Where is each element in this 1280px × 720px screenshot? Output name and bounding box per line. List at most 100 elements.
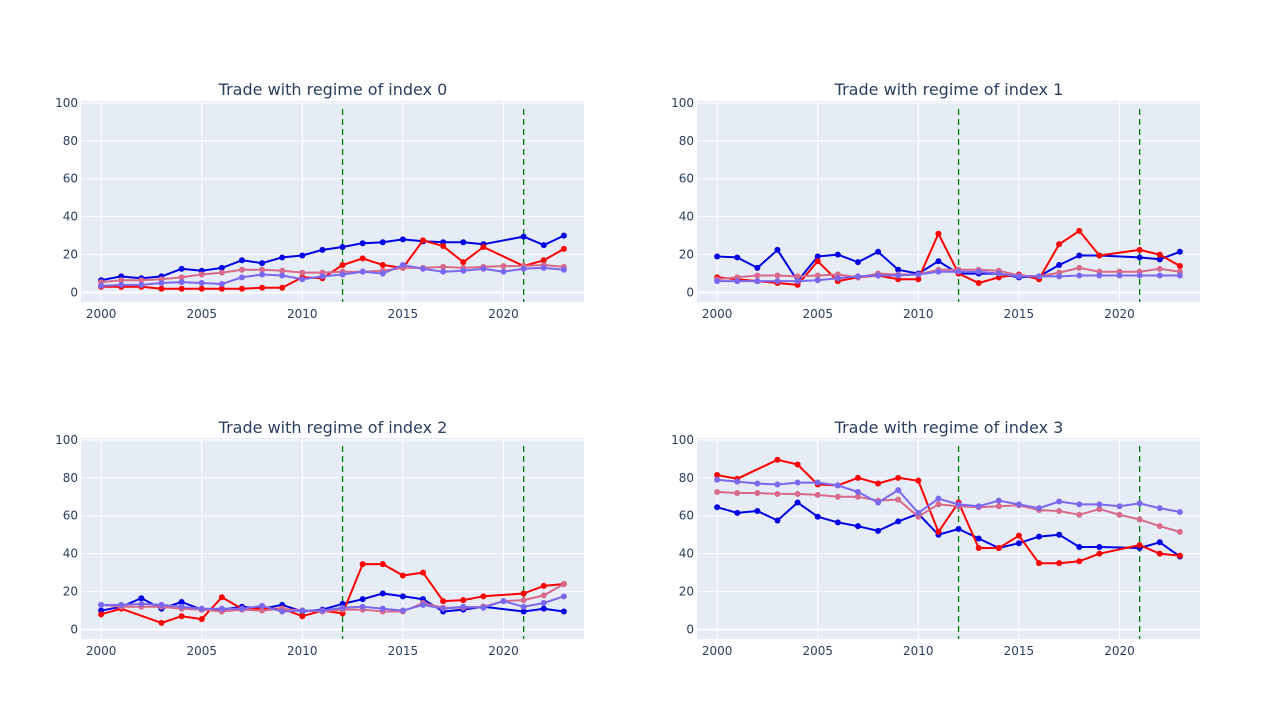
data-point: [158, 619, 165, 626]
data-point: [158, 280, 165, 287]
data-point: [1156, 272, 1163, 279]
data-point: [299, 276, 306, 283]
data-point: [754, 278, 761, 285]
data-point: [1076, 501, 1083, 508]
data-point: [875, 499, 882, 506]
data-point: [178, 603, 185, 610]
data-point: [774, 278, 781, 285]
subplot-index-1: Trade with regime of index 1 2000 2005 201…: [671, 80, 1200, 321]
data-point: [975, 503, 982, 510]
data-point: [1076, 252, 1083, 259]
data-point: [238, 274, 245, 281]
series-line: [716, 458, 1180, 565]
data-point: [440, 605, 447, 612]
data-point: [854, 273, 861, 280]
data-point: [854, 523, 861, 530]
data-point: [198, 616, 205, 623]
data-point: [198, 280, 205, 287]
data-point: [118, 277, 125, 284]
data-point: [299, 269, 306, 276]
data-point: [794, 278, 801, 285]
data-point: [500, 598, 507, 605]
data-point: [460, 597, 467, 604]
data-point: [178, 265, 185, 272]
data-point: [1056, 498, 1063, 505]
data-point: [98, 611, 105, 618]
data-point: [895, 272, 902, 279]
data-point: [178, 613, 185, 620]
data-point: [794, 490, 801, 497]
data-point: [935, 528, 942, 535]
plot-area: [697, 438, 1200, 639]
data-point: [399, 593, 406, 600]
data-point: [440, 243, 447, 250]
subplot-title: Trade with regime of index 1: [834, 80, 1064, 99]
data-point: [774, 481, 781, 488]
data-point: [359, 240, 366, 247]
x-tick-label: 2010: [287, 307, 318, 321]
data-point: [279, 272, 286, 279]
data-point: [734, 489, 741, 496]
y-tick-label: 80: [679, 471, 694, 485]
data-point: [1156, 265, 1163, 272]
data-point: [1136, 254, 1143, 261]
y-tick-label: 60: [679, 172, 694, 186]
y-tick-label: 40: [63, 547, 78, 561]
data-point: [520, 597, 527, 604]
data-point: [995, 503, 1002, 510]
data-point: [379, 270, 386, 277]
data-point: [238, 266, 245, 273]
data-point: [1136, 246, 1143, 253]
data-point: [218, 269, 225, 276]
data-point: [814, 491, 821, 498]
data-point: [319, 246, 326, 253]
data-point: [1015, 273, 1022, 280]
data-point: [279, 254, 286, 261]
data-point: [754, 480, 761, 487]
y-tick-label: 100: [55, 433, 78, 447]
data-point: [1036, 273, 1043, 280]
data-point: [1136, 272, 1143, 279]
data-point: [238, 257, 245, 264]
data-point: [138, 595, 145, 602]
data-point: [1096, 544, 1103, 551]
x-tick-label: 2000: [86, 307, 117, 321]
data-point: [875, 248, 882, 255]
data-point: [734, 254, 741, 261]
data-point: [299, 613, 306, 620]
data-point: [774, 272, 781, 279]
data-point: [540, 242, 547, 249]
y-tick-label: 100: [671, 433, 694, 447]
series-line: [101, 595, 565, 613]
data-point: [379, 239, 386, 246]
plot-area: [81, 101, 584, 302]
data-point: [500, 262, 507, 269]
data-point: [714, 278, 721, 285]
data-point: [178, 599, 185, 606]
x-tick-label: 2000: [702, 644, 733, 658]
x-tick-label: 2000: [702, 307, 733, 321]
data-point: [935, 230, 942, 237]
data-point: [560, 245, 567, 252]
data-point: [794, 479, 801, 486]
data-point: [218, 285, 225, 292]
data-point: [560, 593, 567, 600]
data-point: [955, 268, 962, 275]
x-tick-label: 2005: [802, 307, 833, 321]
data-point: [1056, 508, 1063, 515]
data-point: [995, 544, 1002, 551]
data-point: [915, 271, 922, 278]
data-point: [359, 255, 366, 262]
data-point: [480, 604, 487, 611]
data-point: [1096, 252, 1103, 259]
data-point: [540, 599, 547, 606]
data-point: [238, 285, 245, 292]
data-point: [794, 499, 801, 506]
data-point: [1056, 560, 1063, 567]
data-point: [138, 277, 145, 284]
data-point: [834, 493, 841, 500]
data-point: [895, 487, 902, 494]
data-point: [379, 262, 386, 269]
data-point: [560, 608, 567, 615]
